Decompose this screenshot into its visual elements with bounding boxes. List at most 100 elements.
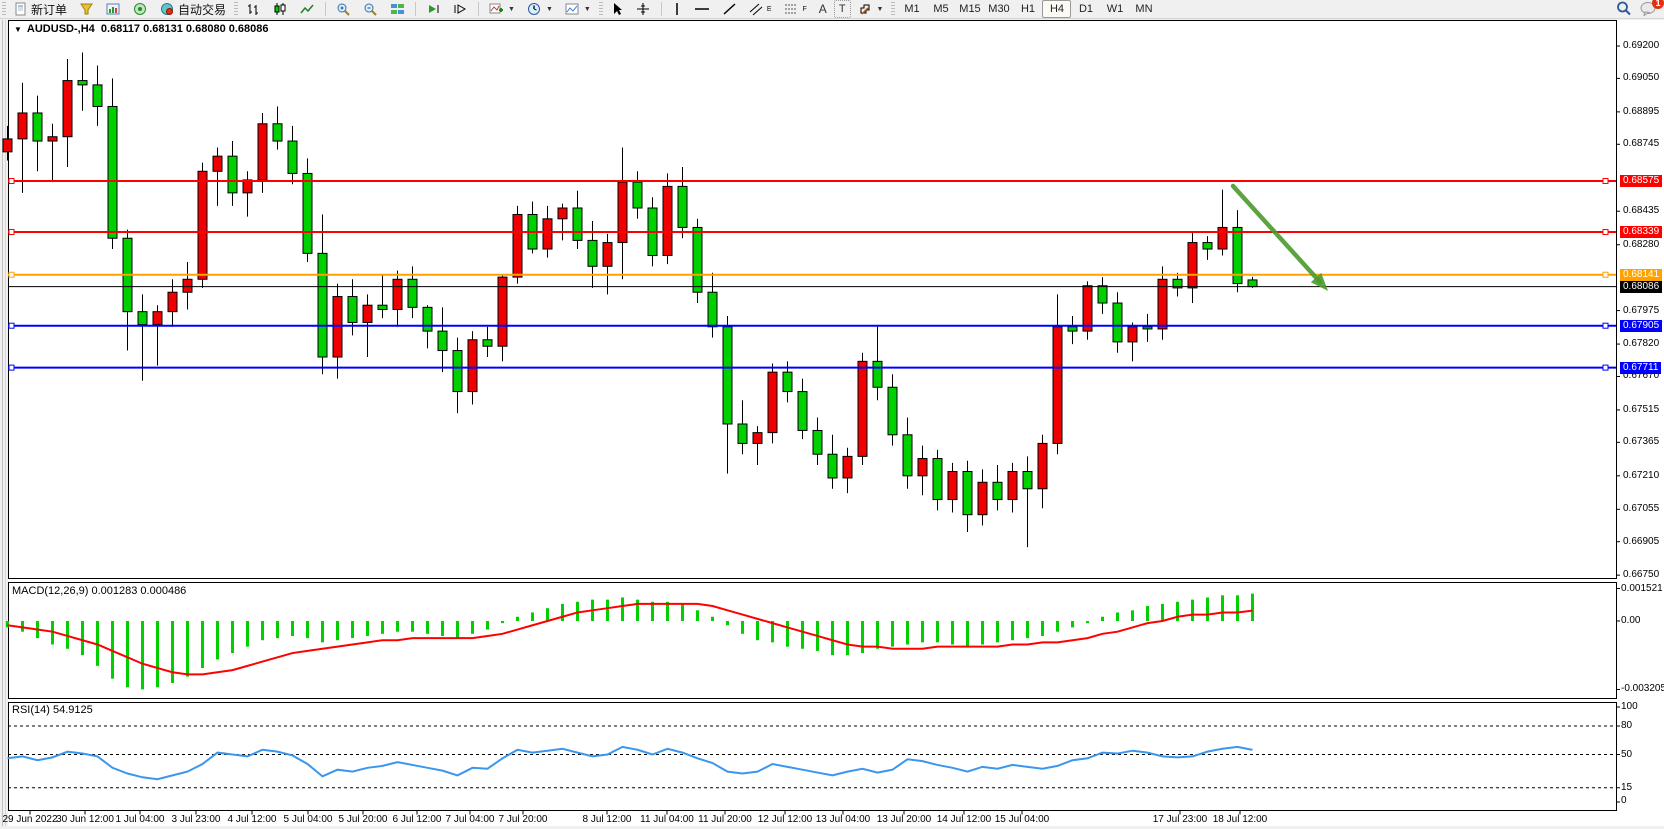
macd-values: 0.001283 0.000486 <box>91 585 187 597</box>
signal-icon[interactable] <box>128 0 153 18</box>
time-axis-label: 29 Jun 2022 <box>2 814 58 825</box>
cursor-tool-icon[interactable] <box>606 0 629 18</box>
rsi-value: 54.9125 <box>52 704 93 716</box>
auto-scroll-icon[interactable] <box>421 0 446 18</box>
macd-axis-tick-0.001521: 0.001521 <box>1621 583 1663 594</box>
dropdown-caret: ▼ <box>508 5 515 13</box>
arrows-tool-icon[interactable]: ▼ <box>853 0 889 18</box>
rsi-name: RSI(14) <box>12 704 50 716</box>
price-axis-tick-0.68745: 0.68745 <box>1623 138 1660 149</box>
bar-chart-type-icon[interactable] <box>241 0 266 18</box>
time-axis-label: 5 Jul 20:00 <box>338 814 388 825</box>
price-axis-tick-0.67670: 0.67670 <box>1623 370 1660 381</box>
tile-windows-icon[interactable] <box>385 0 410 18</box>
channel-tool-sub: E <box>766 5 772 13</box>
rsi-axis-tick-0: 0 <box>1621 795 1627 806</box>
price-axis-tick-0.66905: 0.66905 <box>1623 536 1660 547</box>
funnel-icon[interactable] <box>74 0 99 18</box>
candlestick-chart-type-icon[interactable] <box>268 0 293 18</box>
price-line-tag-0.67711: 0.67711 <box>1620 362 1662 374</box>
notification-badge: 1 <box>1652 0 1664 9</box>
timeframe-H1[interactable]: H1 <box>1020 3 1036 15</box>
time-axis-label: 17 Jul 23:00 <box>1152 814 1208 825</box>
fibonacci-tool-icon[interactable]: F <box>779 0 812 18</box>
price-line-tag-0.67905: 0.67905 <box>1620 320 1663 332</box>
time-axis-label: 1 Jul 04:00 <box>115 814 165 825</box>
price-axis-tick-0.69200: 0.69200 <box>1623 40 1660 51</box>
timeframe-M5[interactable]: M5 <box>933 3 949 15</box>
macd-name: MACD(12,26,9) <box>12 585 89 597</box>
horizontal-line-tool-icon[interactable] <box>689 0 715 18</box>
rsi-axis-tick-80: 80 <box>1621 720 1633 731</box>
rsi-axis-tick-15: 15 <box>1621 782 1633 793</box>
toolbar-grip[interactable] <box>2 2 6 16</box>
timeframe-W1[interactable]: W1 <box>1106 3 1124 15</box>
time-axis-label: 4 Jul 12:00 <box>227 814 277 825</box>
timeframe-D1[interactable]: D1 <box>1078 3 1094 15</box>
price-axis-tick-0.67975: 0.67975 <box>1623 305 1660 316</box>
chart-symbol-period: AUDUSD-,H4 <box>26 23 95 35</box>
timeframe-M30[interactable]: M30 <box>988 3 1010 15</box>
trendline-tool-icon[interactable] <box>717 0 742 18</box>
timeframe-H4[interactable]: H4 <box>1042 0 1072 18</box>
search-icon[interactable] <box>1616 1 1632 19</box>
zoom-in-icon[interactable] <box>331 0 356 18</box>
channel-tool-icon[interactable]: E <box>744 0 777 18</box>
zoom-out-icon[interactable] <box>358 0 383 18</box>
time-axis-label: 14 Jul 12:00 <box>936 814 992 825</box>
auto-trading-button[interactable]: 自动交易 <box>155 0 231 18</box>
time-axis-label: 12 Jul 12:00 <box>757 814 813 825</box>
market-watch-icon[interactable] <box>101 0 126 18</box>
timeframe-MN[interactable]: MN <box>1135 3 1153 15</box>
time-axis-label: 7 Jul 20:00 <box>498 814 548 825</box>
price-line-tag-0.68339: 0.68339 <box>1620 226 1663 238</box>
vertical-line-tool-icon[interactable] <box>667 0 687 18</box>
time-axis-label: 13 Jul 20:00 <box>876 814 932 825</box>
price-axis-tick-0.67055: 0.67055 <box>1623 503 1660 514</box>
line-chart-type-icon[interactable] <box>295 0 320 18</box>
text-label-tool-icon[interactable]: T <box>833 0 851 18</box>
price-axis-tick-0.69050: 0.69050 <box>1623 72 1660 83</box>
price-line-tag-0.68575: 0.68575 <box>1620 175 1663 187</box>
time-axis-label: 13 Jul 04:00 <box>815 814 871 825</box>
periods-icon[interactable]: ▼ <box>522 0 558 18</box>
timeframe-group: M1 M5 M15 M30 H1 H4 D1 W1 MN <box>897 0 1158 18</box>
macd-pane-label: MACD(12,26,9) 0.001283 0.000486 <box>12 585 186 597</box>
price-axis-tick-0.67210: 0.67210 <box>1623 470 1660 481</box>
new-order-icon <box>14 2 28 16</box>
dropdown-caret: ▼ <box>583 5 591 13</box>
chart-ohlc-readout: 0.68117 0.68131 0.68080 0.68086 <box>100 23 269 35</box>
auto-trading-label: 自动交易 <box>178 2 227 17</box>
macd-axis-tick--0.003205: -0.003205 <box>1621 683 1664 694</box>
crosshair-tool-icon[interactable] <box>631 0 656 18</box>
time-axis-label: 15 Jul 04:00 <box>994 814 1050 825</box>
chart-shift-icon[interactable] <box>448 0 473 18</box>
price-axis-tick-0.67365: 0.67365 <box>1623 436 1660 447</box>
timeframe-M1[interactable]: M1 <box>904 3 920 15</box>
toolbar-grip[interactable] <box>891 2 896 16</box>
macd-axis-tick-0.00: 0.00 <box>1621 615 1641 626</box>
text-tool-icon[interactable]: A <box>818 2 827 16</box>
time-axis-label: 3 Jul 23:00 <box>171 814 221 825</box>
price-axis-tick-0.66750: 0.66750 <box>1623 569 1660 580</box>
toolbar-grip[interactable] <box>598 2 603 16</box>
auto-trading-icon <box>160 2 175 16</box>
time-axis-label: 5 Jul 04:00 <box>283 814 333 825</box>
toolbar-grip[interactable] <box>234 2 239 16</box>
indicators-icon[interactable]: ▼ <box>484 0 520 18</box>
price-line-tag-0.68086: 0.68086 <box>1620 281 1663 293</box>
price-line-tag-0.68141: 0.68141 <box>1620 269 1663 281</box>
time-axis-label: 18 Jul 12:00 <box>1212 814 1268 825</box>
new-order-button[interactable]: 新订单 <box>9 0 72 18</box>
new-order-label: 新订单 <box>31 2 68 17</box>
window-bottom-strip <box>0 826 1664 829</box>
notifications-chat-icon[interactable]: 1 <box>1640 0 1664 19</box>
price-axis-tick-0.68895: 0.68895 <box>1623 106 1660 117</box>
dropdown-caret: ▼ <box>545 5 553 13</box>
templates-icon[interactable]: ▼ <box>560 0 596 18</box>
chart-title: ▼ AUDUSD-,H4 0.68117 0.68131 0.68080 0.68… <box>14 23 269 35</box>
collapse-triangle-icon[interactable]: ▼ <box>14 25 22 34</box>
timeframe-M15[interactable]: M15 <box>959 3 981 15</box>
